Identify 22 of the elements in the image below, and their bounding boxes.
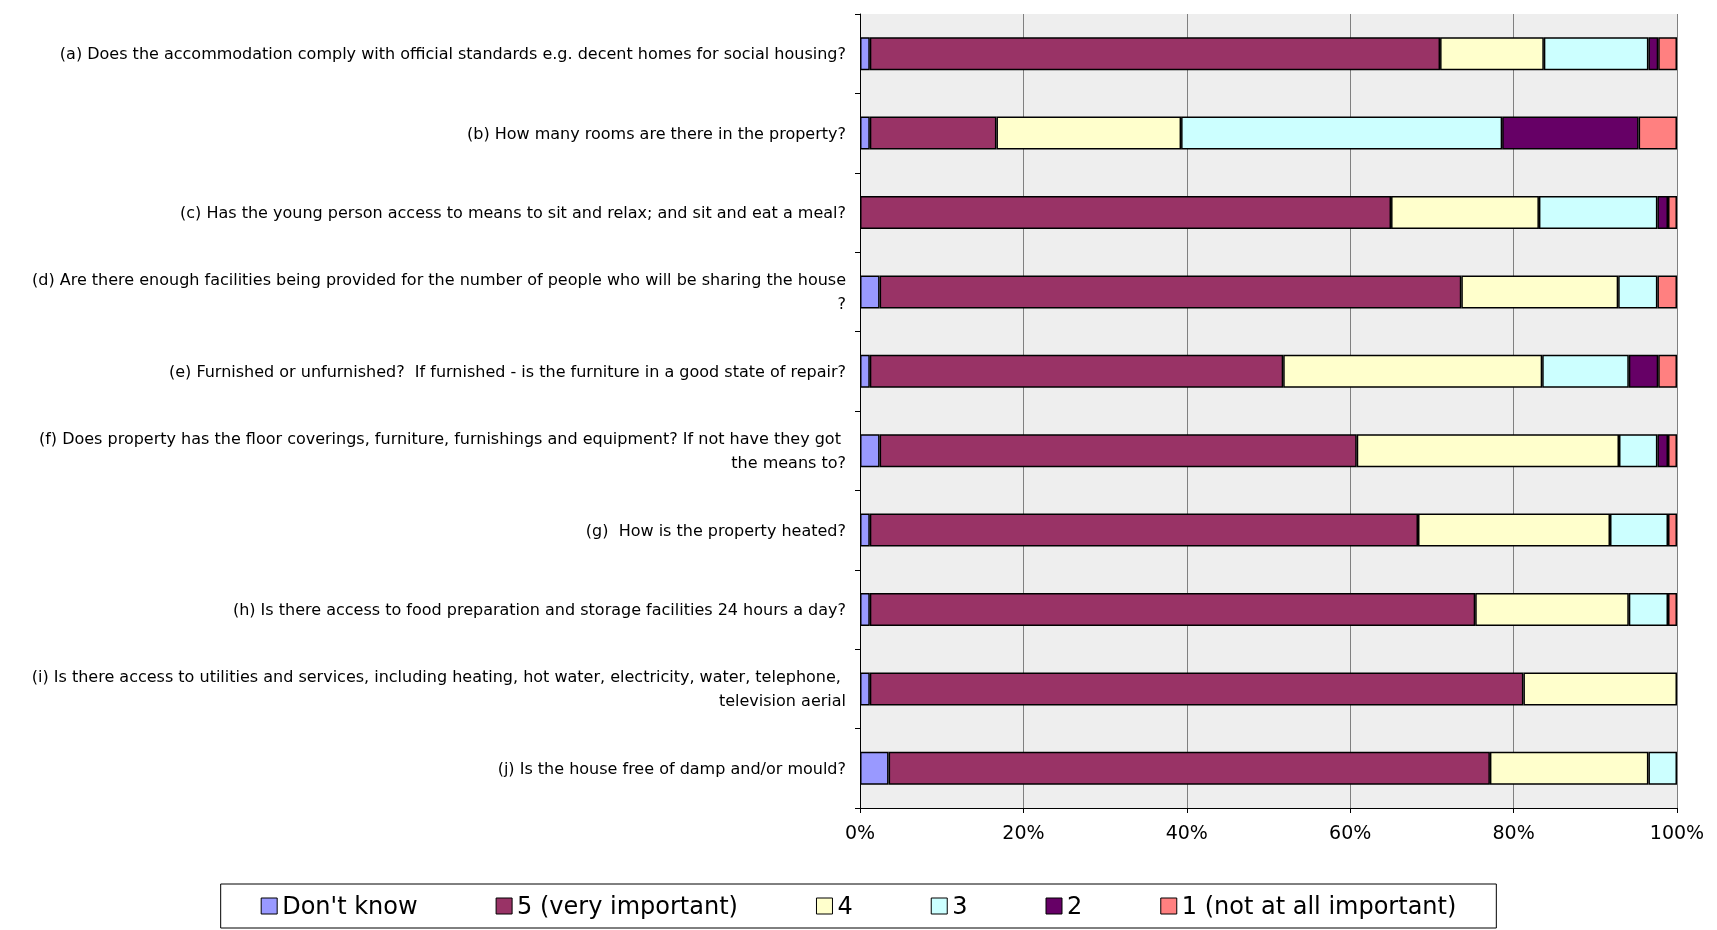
y-tick-label: (f) Does property has the floor coverings, furniture, furnishings and equipment? If not have they got the means to? (38, 429, 846, 473)
y-tick-label: (b) How many rooms are there in the property? (467, 123, 846, 143)
y-tick-label: (h) Is there access to food preparation and storage facilities 24 hours a day? (232, 600, 846, 619)
y-tick-label: (j) Is the house free of damp and/or mould? (497, 758, 846, 778)
y-tick-label: (a) Does the accommodation comply with official standards e.g. decent homes for social housing? (59, 44, 846, 64)
x-tick-label: 0% (844, 820, 876, 843)
y-tick-label: (e) Furnished or unfurnished? If furnished - is the furniture in a good state of repair? (168, 361, 846, 381)
legend-label: Don't know (282, 892, 418, 920)
x-tick-label: 80% (1492, 820, 1535, 843)
y-tick-label: (i) Is there access to utilities and services, including heating, hot water, electricity, water, telephone, television aerial (31, 667, 846, 711)
legend-label: 2 (1067, 892, 1083, 920)
y-tick-label: (c) Has the young person access to means to sit and relax; and sit and eat a meal? (180, 203, 846, 222)
legend-label: 1 (not at all important) (1181, 892, 1457, 920)
x-tick-label: 40% (1165, 820, 1208, 843)
x-tick-label: 100% (1649, 820, 1705, 843)
y-tick-label: (d) Are there enough facilities being provided for the number of people who will be sharing the house? (31, 270, 846, 314)
x-tick-label: 20% (1002, 820, 1045, 843)
x-tick-label: 60% (1329, 820, 1372, 843)
y-tick-label: (g) How is the property heated? (585, 520, 846, 540)
legend-label: 3 (952, 892, 968, 920)
legend-label: 4 (837, 892, 853, 920)
legend-label: 5 (very important) (517, 892, 738, 920)
